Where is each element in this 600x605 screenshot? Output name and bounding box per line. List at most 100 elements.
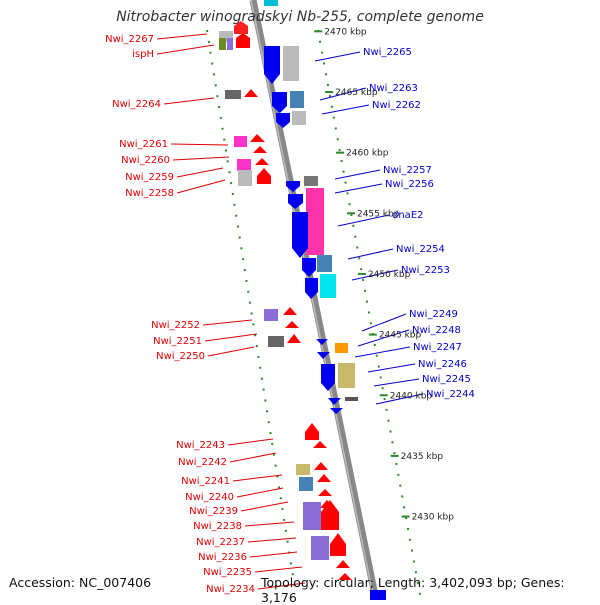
kbp-label: 2465 kbp xyxy=(335,88,378,98)
gene-arrow-up xyxy=(253,146,267,153)
gene-label: Nwi_2260 xyxy=(121,155,170,166)
gene-arrow-down xyxy=(321,364,335,391)
gene-arrow-up xyxy=(313,441,327,448)
gene-arrow-up xyxy=(234,21,248,34)
gene-label: Nwi_2267 xyxy=(105,34,154,45)
gene-arrow-down xyxy=(330,408,343,414)
gene-label: Nwi_2250 xyxy=(156,351,205,362)
gene-box xyxy=(306,188,324,255)
accession-label: Accession: NC_007406 xyxy=(9,575,152,590)
gene-box xyxy=(234,136,247,147)
kbp-mark: 2445 kbp xyxy=(368,331,422,341)
gene-arrow-down xyxy=(292,212,308,258)
gene-box xyxy=(227,38,233,50)
gene-arrow-up xyxy=(244,89,258,97)
kbp-mark: 2430 kbp xyxy=(401,513,454,523)
gene-box xyxy=(264,0,278,6)
gene-label: Nwi_2237 xyxy=(196,537,245,548)
gene-arrow-up xyxy=(287,334,301,343)
gene-label: Nwi_2245 xyxy=(422,374,471,385)
gene-arrow-up xyxy=(305,423,319,440)
gene-label: Nwi_2252 xyxy=(151,320,200,331)
gene-arrow-down xyxy=(288,194,303,209)
gene-label: Nwi_2236 xyxy=(198,552,247,563)
gene-label: Nwi_2243 xyxy=(176,440,225,451)
gene-arrow-down xyxy=(272,92,287,113)
left-leaders xyxy=(156,33,306,590)
gene-box xyxy=(320,274,336,298)
gene-box xyxy=(299,477,313,491)
gene-label: ispH xyxy=(132,49,154,60)
gene-label: Nwi_2239 xyxy=(189,506,238,517)
right-leaders xyxy=(314,51,424,405)
left-gene-labels: Nwi_2267 ispH Nwi_2264 Nwi_2261 Nwi_2260 Nwi_… xyxy=(105,34,255,595)
gene-label: Nwi_2248 xyxy=(412,325,461,336)
gene-arrow-down xyxy=(302,258,316,277)
gene-arrow-up xyxy=(314,462,328,470)
gene-box xyxy=(238,170,252,186)
gene-label: Nwi_2238 xyxy=(193,521,242,532)
gene-box xyxy=(264,309,278,321)
gene-label: Nwi_2234 xyxy=(206,584,255,595)
gene-label: Nwi_2264 xyxy=(112,99,161,110)
gene-box xyxy=(290,91,304,108)
kbp-label: 2440 kbp xyxy=(390,391,433,401)
page-title: Nitrobacter winogradskyi Nb-255, complet… xyxy=(116,9,484,25)
gene-label: Nwi_2265 xyxy=(363,47,412,58)
gene-label: Nwi_2262 xyxy=(372,100,421,111)
kbp-label: 2435 kbp xyxy=(401,452,444,462)
gene-arrow-up xyxy=(285,321,299,328)
gene-box xyxy=(317,255,332,272)
backbone-highlight xyxy=(250,0,375,600)
gene-box xyxy=(335,343,348,353)
topology-label: Topology: circular; Length: 3,402,093 bp… xyxy=(261,575,565,605)
gene-label: Nwi_2261 xyxy=(119,139,168,150)
kbp-mark: 2465 kbp xyxy=(325,88,378,98)
kbp-mark: 2470 kbp xyxy=(314,27,367,37)
gene-arrow-down xyxy=(276,113,290,128)
gene-box xyxy=(219,38,226,50)
gene-label: Nwi_2263 xyxy=(369,83,418,94)
kbp-mark: 2435 kbp xyxy=(390,452,444,462)
gene-box xyxy=(268,336,284,347)
gene-arrow-up xyxy=(317,474,331,482)
gene-arrow-up xyxy=(236,33,250,48)
gene-label: Nwi_2244 xyxy=(426,389,475,400)
kbp-label: 2460 kbp xyxy=(346,149,389,159)
gene-box xyxy=(296,464,310,475)
gene-arrow-down xyxy=(286,181,300,192)
kbp-label: 2470 kbp xyxy=(324,27,367,37)
gene-glyphs-left xyxy=(219,21,352,580)
gene-label: Nwi_2254 xyxy=(396,244,445,255)
kbp-scale: 2470 kbp 2465 kbp 2460 kbp 2455 kbp 2450 kbp… xyxy=(314,27,454,523)
gene-arrow-up xyxy=(318,489,332,496)
gene-box xyxy=(345,397,358,401)
gene-arrow-up xyxy=(257,168,271,184)
gene-arrow-up xyxy=(330,533,346,556)
gene-arrow-down xyxy=(264,46,280,84)
gene-label: Nwi_2256 xyxy=(385,179,434,190)
gene-arrow-up xyxy=(283,307,297,315)
gene-label: Nwi_2253 xyxy=(401,265,450,276)
gene-box xyxy=(304,176,318,186)
gene-box xyxy=(225,90,241,99)
gene-label: Nwi_2235 xyxy=(203,567,252,578)
gene-label: Nwi_2249 xyxy=(409,309,458,320)
gene-box xyxy=(237,159,251,171)
gene-arrow-up xyxy=(321,500,339,530)
right-gene-labels: Nwi_2265 Nwi_2263 Nwi_2262 Nwi_2257 Nwi_2256… xyxy=(363,47,475,400)
gene-label: Nwi_2257 xyxy=(383,165,432,176)
gene-label: Nwi_2240 xyxy=(185,492,234,503)
gene-label: dnaE2 xyxy=(392,210,424,221)
gene-arrow-up xyxy=(336,560,350,568)
kbp-mark: 2460 kbp xyxy=(336,149,389,159)
kbp-mark: 2440 kbp xyxy=(379,391,433,401)
kbp-label: 2445 kbp xyxy=(379,331,422,341)
gene-glyphs-right xyxy=(264,0,386,600)
gene-arrow-down xyxy=(316,339,328,345)
kbp-mark: 2450 kbp xyxy=(357,270,411,280)
gene-box xyxy=(283,46,299,81)
kbp-label: 2455 kbp xyxy=(357,209,400,219)
dotted-guides xyxy=(206,29,421,596)
